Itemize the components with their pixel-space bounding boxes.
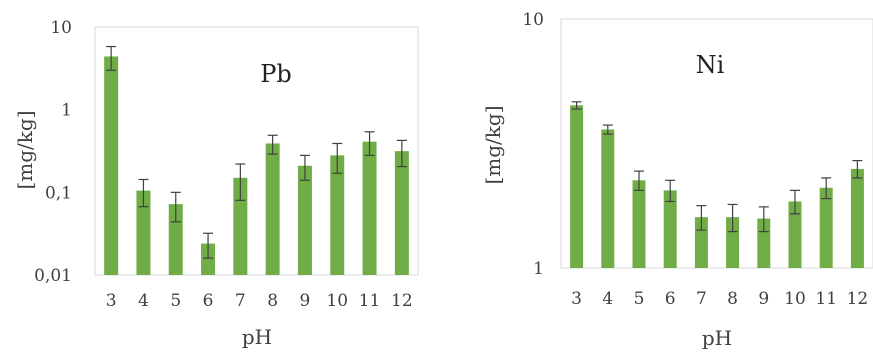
y-tick-label: 10 [50, 18, 72, 38]
bar-ph-6 [663, 190, 677, 268]
x-tick-label: 8 [267, 291, 278, 311]
x-tick-label: 9 [758, 289, 769, 309]
error-bar-ph-12 [852, 159, 863, 179]
x-tick-label: 6 [665, 289, 676, 309]
y-tick-label: 1 [61, 101, 72, 121]
error-bar-ph-8 [727, 203, 738, 233]
bar-ph-12 [850, 168, 864, 268]
bar-ph-8 [265, 143, 280, 275]
y-axis-label: [mg/kg] [13, 110, 37, 189]
error-bar-ph-7 [696, 205, 707, 231]
bar-ph-10 [788, 201, 802, 268]
x-tick-label: 7 [235, 291, 246, 311]
bar-ph-7 [233, 177, 248, 275]
error-bar-ph-9 [299, 154, 310, 181]
x-tick-label: 10 [784, 289, 806, 309]
y-axis-label: [mg/kg] [481, 105, 505, 184]
error-bar-ph-10 [790, 189, 800, 215]
bar-ph-9 [757, 218, 771, 268]
chart-title: Ni [696, 51, 725, 79]
x-axis-label: pH [242, 325, 272, 349]
x-tick-label: 8 [727, 289, 738, 309]
bar-ph-4 [136, 190, 151, 275]
bar-ph-4 [601, 129, 615, 268]
x-tick-label: 5 [634, 289, 645, 309]
error-bar-ph-11 [821, 177, 832, 200]
chart-title: Pb [260, 60, 292, 88]
bar-ph-9 [297, 165, 312, 275]
bar-ph-3 [104, 56, 119, 275]
x-tick-label: 11 [359, 291, 381, 311]
x-tick-label: 9 [300, 291, 311, 311]
error-bar-ph-9 [758, 206, 769, 233]
chart-pb: 0,01 0,1 1 10 3 4 5 6 7 8 9 10 11 12 Pb pH [mg/kg] [13, 18, 419, 349]
x-axis-label: pH [702, 326, 732, 350]
error-bar-ph-5 [170, 191, 181, 223]
bar-ph-5 [632, 180, 646, 268]
x-tick-label: 4 [138, 291, 149, 311]
bar-ph-3 [570, 105, 584, 268]
x-tick-label: 11 [815, 289, 837, 309]
error-bar-ph-10 [332, 142, 343, 174]
x-tick-label: 12 [847, 289, 869, 309]
x-tick-label: 3 [571, 289, 582, 309]
error-bar-ph-3 [106, 45, 117, 71]
error-bar-ph-6 [665, 179, 676, 203]
x-tick-label: 12 [391, 291, 413, 311]
y-tick-label: 0,01 [34, 266, 72, 286]
y-tick-label: 0,1 [45, 183, 72, 203]
error-bar-ph-8 [267, 134, 278, 155]
error-bar-ph-5 [634, 170, 644, 191]
x-tick-label: 5 [170, 291, 181, 311]
error-bar-ph-4 [602, 124, 613, 135]
error-bar-ph-11 [364, 131, 375, 156]
error-bar-ph-3 [571, 101, 582, 110]
bar-ph-10 [330, 155, 345, 275]
plot-area-frame [94, 26, 419, 276]
chart-ni: 1 10 3 4 5 6 7 8 9 10 11 12 Ni pH [mg/kg] [481, 10, 873, 350]
bar-ph-11 [362, 141, 377, 275]
x-tick-label: 3 [106, 291, 117, 311]
bar-ph-6 [201, 243, 216, 275]
plot-area-frame [560, 18, 873, 269]
x-tick-label: 10 [326, 291, 348, 311]
bar-ph-12 [394, 151, 409, 275]
x-tick-label: 7 [696, 289, 707, 309]
error-bar-ph-7 [235, 163, 246, 201]
error-bar-ph-4 [138, 178, 149, 208]
x-tick-label: 6 [203, 291, 214, 311]
bar-ph-11 [819, 187, 833, 268]
y-tick-label: 1 [533, 259, 544, 279]
y-tick-label: 10 [522, 10, 544, 30]
error-bar-ph-6 [203, 232, 214, 259]
error-bar-ph-12 [396, 139, 407, 168]
bar-ph-8 [726, 217, 740, 268]
x-tick-label: 4 [602, 289, 613, 309]
